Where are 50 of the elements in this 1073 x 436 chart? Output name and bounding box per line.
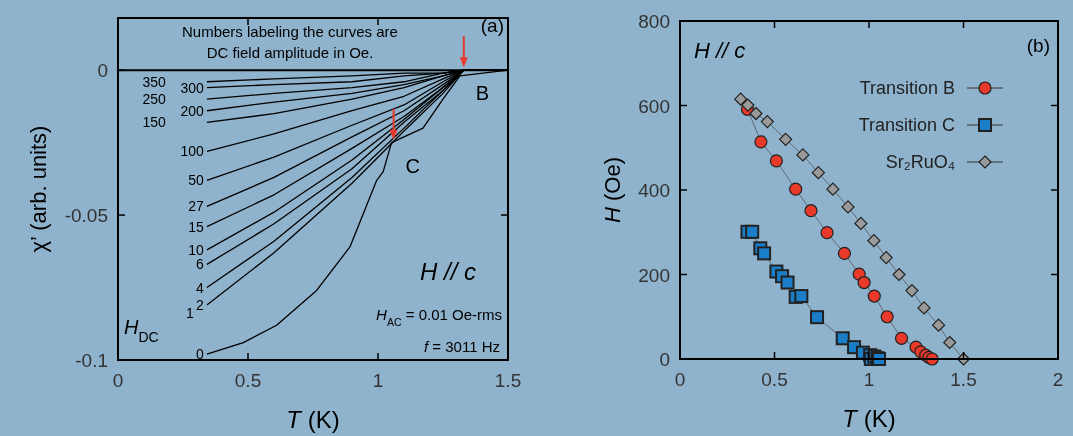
annotation: DC field amplitude in Oe.	[206, 44, 374, 61]
series-label: 15	[188, 218, 205, 235]
series-label: 6	[196, 256, 205, 273]
legend-label: Transition B	[859, 78, 955, 98]
annotation: (b)	[1026, 35, 1050, 56]
series-label: 27	[188, 198, 205, 215]
series-label: 4	[196, 279, 205, 296]
series-label: 200	[180, 102, 205, 119]
annotation: Numbers labeling the curves are	[182, 23, 398, 40]
y-tick-label: -0.1	[75, 350, 108, 371]
y-axis-title: H (Oe)	[600, 156, 625, 224]
y-tick-label: 600	[638, 95, 670, 117]
y-tick-label: 0	[659, 349, 670, 370]
annotation: H // c	[694, 38, 746, 63]
x-tick-label: 1.5	[950, 369, 977, 390]
x-axis-title: T (K)	[842, 405, 896, 432]
y-axis-title: χ’ (arb. units)	[26, 125, 51, 253]
series-label: 300	[180, 79, 205, 96]
legend-label: Sr₂RuO₄	[885, 152, 955, 172]
annotation: f = 3011 Hz	[423, 338, 501, 355]
annotation: B	[475, 82, 490, 105]
x-tick-label: 0	[674, 369, 686, 390]
text: 250	[142, 91, 167, 108]
x-tick-label: 0.5	[761, 369, 788, 390]
x-tick-label: 2	[1052, 369, 1064, 390]
x-tick-label: 1.5	[494, 370, 522, 391]
legend-label: Transition C	[858, 115, 955, 135]
annotation: C	[405, 154, 421, 177]
x-axis-title: T (K)	[286, 406, 340, 433]
annotation: H // c	[419, 258, 477, 285]
y-tick-label: 400	[638, 180, 670, 201]
annotation: H$_{DC}$	[124, 316, 159, 345]
series-label: 10	[188, 241, 205, 258]
series-label: 0	[196, 346, 205, 363]
annotation: H$_{AC}$ = 0.01 Oe-rms	[376, 306, 502, 328]
series-label: 2	[196, 296, 205, 313]
x-tick-label: 1	[863, 369, 875, 390]
annotation: (a)	[480, 15, 504, 36]
x-tick-label: 0.5	[234, 370, 262, 391]
y-tick-label: 200	[638, 264, 670, 286]
annotation: 1	[186, 305, 195, 321]
x-tick-label: 1	[372, 370, 384, 391]
text: 150	[142, 114, 167, 131]
x-tick-label: 0	[112, 370, 124, 391]
text: 350	[142, 73, 167, 90]
y-tick-label: -0.05	[64, 205, 108, 227]
y-tick-label: 800	[638, 11, 670, 32]
y-tick-label: 0	[97, 60, 108, 82]
series-label: 100	[180, 143, 205, 160]
series-label: 50	[188, 172, 205, 189]
